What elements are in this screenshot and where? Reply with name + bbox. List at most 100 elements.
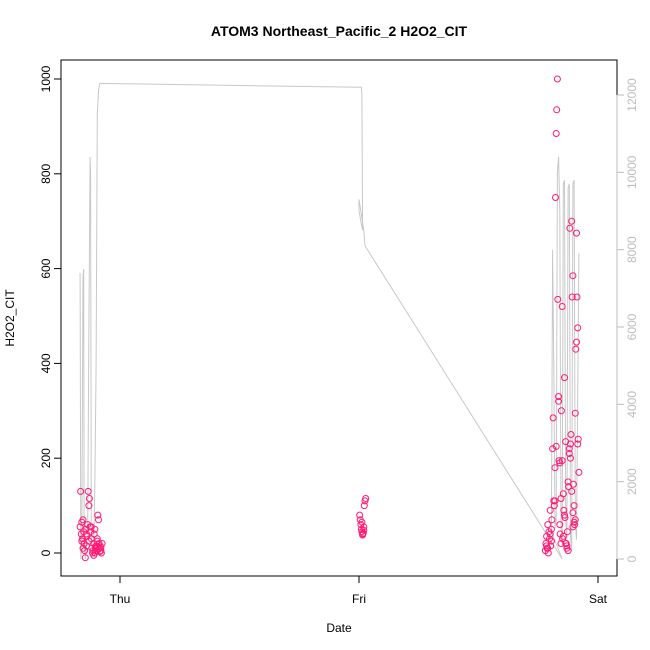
data-point bbox=[84, 487, 92, 495]
data-point bbox=[95, 516, 102, 524]
data-point bbox=[96, 548, 104, 556]
data-point bbox=[557, 407, 565, 415]
y-tick-label: 600 bbox=[39, 258, 53, 278]
points-layer bbox=[76, 75, 583, 562]
data-point bbox=[574, 440, 582, 448]
data-point bbox=[546, 506, 554, 514]
data-point bbox=[90, 530, 98, 538]
data-point bbox=[91, 525, 99, 533]
data-point bbox=[553, 75, 561, 83]
data-point bbox=[549, 414, 557, 422]
data-point bbox=[543, 542, 551, 550]
data-point bbox=[556, 521, 564, 529]
data-point bbox=[83, 530, 90, 538]
data-point bbox=[572, 345, 580, 353]
data-point bbox=[566, 224, 574, 232]
data-point bbox=[561, 511, 568, 519]
data-point bbox=[567, 440, 574, 448]
y2-tick-label: 2000 bbox=[625, 468, 639, 495]
data-point bbox=[552, 130, 560, 137]
altitude-line-layer bbox=[79, 82, 580, 560]
data-point bbox=[573, 229, 580, 237]
x-tick-label: Thu bbox=[110, 592, 131, 606]
data-point bbox=[563, 528, 571, 536]
data-point bbox=[549, 445, 557, 453]
data-point bbox=[85, 495, 93, 502]
data-point bbox=[77, 487, 85, 495]
data-point bbox=[544, 521, 552, 529]
data-point bbox=[94, 511, 102, 519]
data-point bbox=[569, 523, 577, 531]
altitude-series-line bbox=[79, 82, 580, 560]
data-point bbox=[573, 293, 581, 301]
data-point bbox=[93, 537, 101, 545]
y-tick-label: 400 bbox=[39, 353, 53, 373]
data-point bbox=[85, 537, 93, 545]
data-point bbox=[87, 523, 95, 531]
plot-frame bbox=[60, 59, 618, 577]
y-tick-label: 200 bbox=[39, 448, 53, 468]
y-tick-label: 800 bbox=[39, 163, 53, 183]
data-point bbox=[569, 480, 577, 488]
data-point bbox=[564, 547, 572, 555]
data-point bbox=[360, 502, 368, 510]
data-point bbox=[552, 442, 560, 450]
data-point bbox=[560, 506, 568, 514]
data-point bbox=[569, 272, 577, 280]
data-point bbox=[567, 454, 574, 462]
x-tick-label: Fri bbox=[352, 592, 366, 606]
data-point bbox=[563, 542, 571, 550]
data-point bbox=[356, 511, 364, 519]
data-point bbox=[93, 535, 101, 543]
y2-tick-label: 12000 bbox=[625, 78, 639, 112]
data-point bbox=[79, 516, 87, 524]
data-point bbox=[575, 468, 583, 476]
data-point bbox=[77, 530, 85, 538]
data-point bbox=[78, 537, 86, 545]
data-point bbox=[358, 518, 366, 526]
data-point bbox=[544, 549, 552, 557]
y2-tick-label: 6000 bbox=[625, 313, 639, 340]
data-point bbox=[573, 338, 580, 346]
y-tick-label: 1000 bbox=[39, 65, 53, 92]
data-point bbox=[85, 502, 93, 510]
y2-tick-label: 0 bbox=[625, 555, 639, 562]
data-point bbox=[359, 531, 367, 539]
data-point bbox=[553, 106, 561, 114]
data-point bbox=[555, 397, 563, 405]
data-point bbox=[84, 521, 92, 529]
data-point bbox=[554, 295, 562, 303]
data-point bbox=[567, 431, 575, 438]
data-point bbox=[565, 445, 573, 453]
data-point bbox=[571, 409, 579, 417]
data-point bbox=[571, 516, 579, 524]
data-point bbox=[555, 393, 563, 401]
data-point bbox=[81, 554, 89, 562]
data-point bbox=[546, 535, 553, 543]
y2-tick-label: 4000 bbox=[625, 391, 639, 418]
data-point bbox=[547, 525, 555, 533]
data-point bbox=[360, 523, 368, 531]
data-point bbox=[568, 217, 576, 225]
data-point bbox=[97, 543, 105, 551]
data-point bbox=[360, 526, 368, 534]
data-point bbox=[548, 516, 556, 524]
data-point bbox=[561, 374, 568, 382]
chart-title: ATOM3 Northeast_Pacific_2 H2O2_CIT bbox=[211, 23, 468, 39]
axes-layer: 0200400600800100002000400060008000100001… bbox=[39, 65, 639, 606]
data-point bbox=[76, 523, 84, 531]
x-tick-label: Sat bbox=[589, 592, 608, 606]
data-point bbox=[557, 540, 565, 547]
data-point bbox=[559, 532, 567, 540]
data-point bbox=[79, 544, 87, 552]
data-point bbox=[547, 537, 555, 545]
data-point bbox=[546, 530, 554, 538]
data-point bbox=[574, 324, 582, 332]
data-point bbox=[570, 502, 578, 510]
data-point bbox=[565, 450, 573, 457]
y2-tick-label: 8000 bbox=[625, 236, 639, 263]
data-point bbox=[574, 435, 582, 443]
x-axis-label: Date bbox=[326, 621, 352, 635]
data-point bbox=[558, 457, 566, 465]
data-point bbox=[551, 497, 559, 505]
